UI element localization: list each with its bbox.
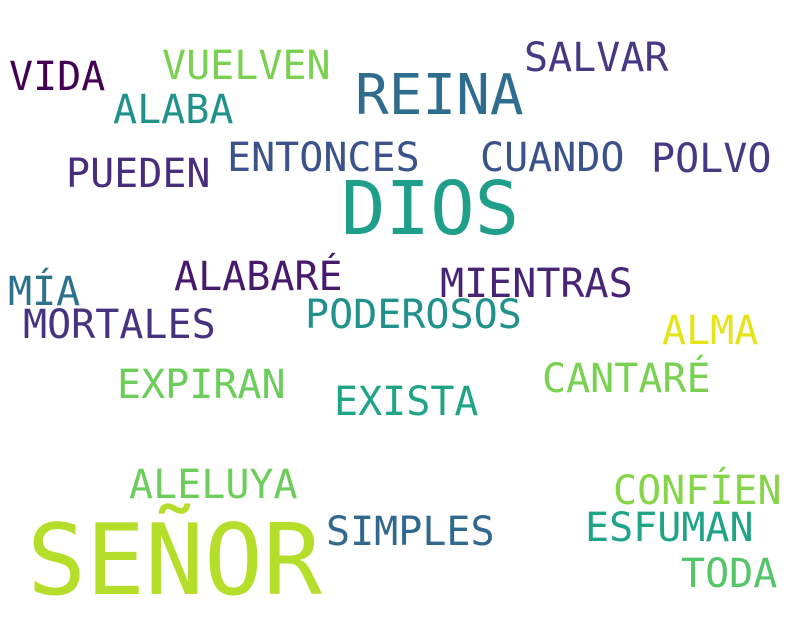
word-pueden: PUEDEN [66,151,211,197]
word-toda: TODA [681,551,778,597]
word-confien: CONFÍEN [613,468,782,514]
word-mortales: MORTALES [23,302,216,348]
word-salvar: SALVAR [524,35,669,81]
word-cantare: CANTARÉ [542,356,711,402]
word-simples: SIMPLES [326,509,495,555]
word-polvo: POLVO [651,136,772,182]
word-mientras: MIENTRAS [440,261,633,307]
word-alma: ALMA [662,308,759,354]
word-entonces: ENTONCES [227,135,420,181]
word-cuando: CUANDO [480,135,625,181]
word-expiran: EXPIRAN [117,362,286,408]
word-poderosos: PODEROSOS [305,292,522,338]
word-senor: SEÑOR [27,504,323,618]
word-alaba: ALABA [113,87,234,133]
word-dios: DIOS [341,166,520,252]
word-exista: EXISTA [334,379,479,425]
word-esfuman: ESFUMAN [585,505,754,551]
word-vida: VIDA [9,54,106,100]
word-reina: REINA [355,63,524,128]
word-alabare: ALABARÉ [174,254,343,300]
word-mia: MÍA [8,269,81,315]
word-aleluya: ALELUYA [129,462,298,508]
word-vuelven: VUELVEN [162,43,331,89]
